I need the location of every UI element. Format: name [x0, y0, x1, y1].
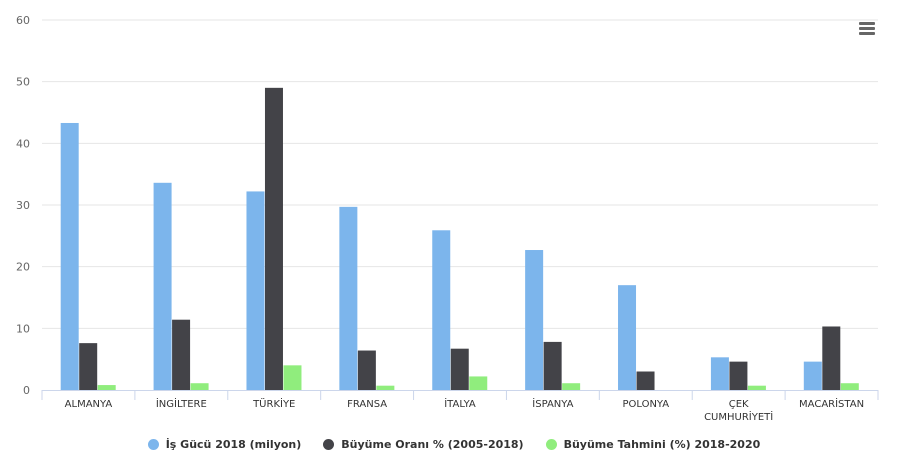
y-tick-label: 20: [16, 261, 30, 274]
y-axis: 0 10 20 30 40 50 60: [16, 14, 878, 397]
hamburger-menu-icon[interactable]: [856, 20, 878, 40]
bar-2-8[interactable]: [729, 361, 748, 390]
x-tick-label: İTALYA: [444, 397, 476, 410]
bar-3-3[interactable]: [283, 365, 302, 390]
legend-label: İş Gücü 2018 (milyon): [165, 438, 302, 451]
x-tick-label: ALMANYA: [65, 399, 113, 410]
bar-1-7[interactable]: [618, 285, 637, 390]
menu-line: [859, 22, 875, 25]
legend-item-3[interactable]: Büyüme Tahmini (%) 2018-2020: [545, 438, 761, 451]
bar-1-4[interactable]: [339, 206, 358, 390]
bar-2-5[interactable]: [450, 348, 469, 390]
bar-3-9[interactable]: [840, 383, 859, 390]
x-tick-label: İSPANYA: [532, 397, 573, 410]
bar-3-6[interactable]: [562, 383, 581, 390]
legend-item-2[interactable]: Büyüme Oranı % (2005-2018): [323, 438, 524, 451]
bar-2-6[interactable]: [543, 341, 562, 390]
legend-label: Büyüme Oranı % (2005-2018): [341, 438, 524, 451]
legend-marker-icon: [545, 439, 557, 450]
bar-3-5[interactable]: [469, 376, 488, 390]
legend-item-1[interactable]: İş Gücü 2018 (milyon): [147, 438, 302, 451]
y-tick-label: 50: [16, 76, 30, 89]
bar-1-9[interactable]: [803, 361, 822, 390]
bar-2-4[interactable]: [357, 350, 376, 390]
chart-grid: [42, 19, 878, 329]
bar-3-4[interactable]: [376, 385, 395, 390]
bar-1-2[interactable]: [153, 182, 172, 390]
bar-2-9[interactable]: [822, 326, 841, 390]
bar-1-8[interactable]: [710, 357, 729, 390]
x-tick-label: MACARİSTAN: [799, 397, 864, 410]
bar-2-2[interactable]: [172, 319, 191, 390]
x-tick-label: TÜRKİYE: [252, 397, 295, 410]
legend-marker-icon: [323, 439, 335, 450]
chart-bars: [60, 87, 859, 391]
bar-3-2[interactable]: [190, 383, 209, 390]
menu-line: [859, 27, 875, 30]
bar-1-5[interactable]: [432, 230, 451, 390]
y-tick-label: 0: [23, 384, 30, 397]
bar-2-3[interactable]: [264, 87, 283, 390]
legend-label: Büyüme Tahmini (%) 2018-2020: [563, 438, 761, 451]
bar-3-1[interactable]: [97, 385, 116, 390]
x-tick-label: FRANSA: [347, 399, 387, 410]
x-tick-label: POLONYA: [622, 399, 669, 410]
menu-line: [859, 32, 875, 35]
chart-legend: İş Gücü 2018 (milyon) Büyüme Oranı % (200…: [0, 438, 908, 451]
x-tick-label: İNGİLTERE: [156, 397, 207, 410]
y-tick-label: 30: [16, 199, 30, 212]
bar-2-1[interactable]: [79, 343, 98, 390]
bar-2-7[interactable]: [636, 371, 655, 391]
x-axis: ALMANYA İNGİLTERE TÜRKİYE FRANSA İTALYA İSPAN…: [41, 390, 879, 423]
bar-1-1[interactable]: [60, 122, 79, 390]
bar-1-6[interactable]: [525, 250, 544, 390]
y-tick-label: 60: [16, 14, 30, 27]
x-tick-label: ÇEK CUMHURİYETİ: [704, 399, 773, 423]
y-tick-label: 10: [16, 322, 30, 335]
y-tick-label: 40: [16, 137, 30, 150]
bar-1-3[interactable]: [246, 191, 265, 390]
legend-marker-icon: [147, 439, 159, 450]
bar-3-8[interactable]: [747, 385, 766, 390]
